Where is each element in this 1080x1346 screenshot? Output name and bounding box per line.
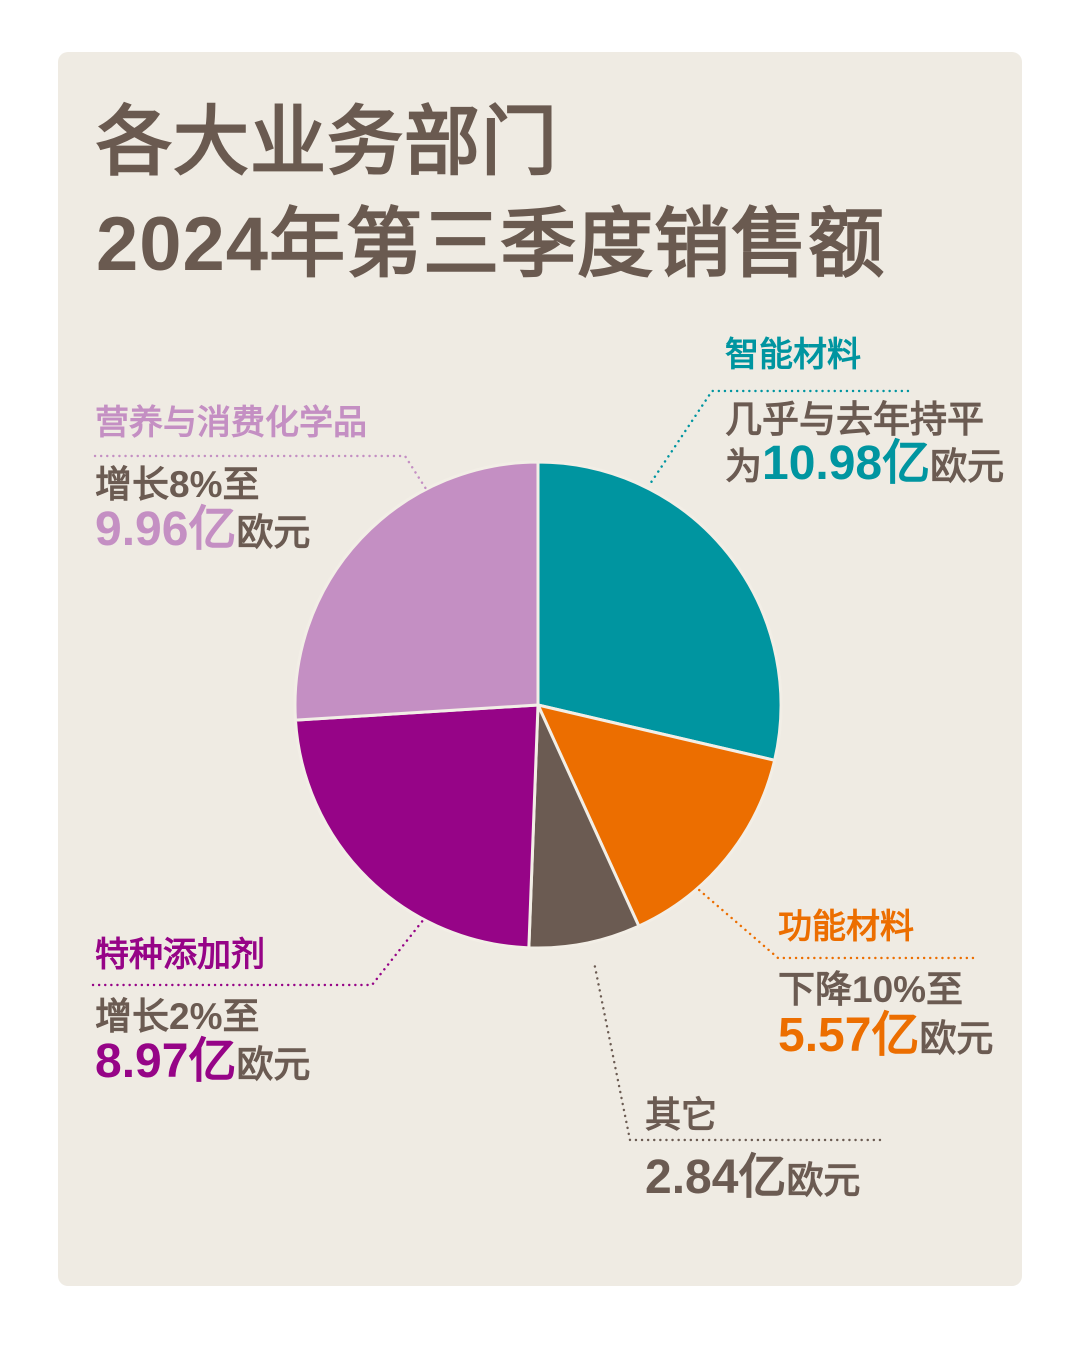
- value-number: 2.84亿: [645, 1151, 787, 1204]
- series-note-specialty-additives: 增长2%至: [95, 996, 260, 1037]
- page-title-line1: 各大业务部门: [96, 100, 558, 185]
- series-value-smart-materials: 为10.98亿欧元: [725, 437, 1005, 491]
- series-note-nutrition-consumer-chemicals: 增长8%至: [95, 464, 260, 505]
- page-title-line2: 2024年第三季度销售额: [96, 202, 886, 287]
- series-note-functional-materials: 下降10%至: [778, 969, 964, 1010]
- value-suffix: 欧元: [930, 446, 1005, 487]
- series-value-nutrition-consumer-chemicals: 9.96亿欧元: [95, 503, 311, 557]
- series-name-nutrition-consumer-chemicals: 营养与消费化学品: [95, 404, 367, 442]
- value-suffix: 欧元: [919, 1018, 994, 1059]
- value-number: 8.97亿: [95, 1035, 237, 1088]
- series-name-smart-materials: 智能材料: [725, 336, 861, 374]
- value-suffix: 欧元: [786, 1160, 861, 1201]
- value-number: 5.57亿: [778, 1009, 920, 1062]
- series-name-functional-materials: 功能材料: [778, 908, 914, 946]
- value-number: 9.96亿: [95, 503, 237, 556]
- series-name-other: 其它: [645, 1094, 718, 1135]
- series-value-other: 2.84亿欧元: [645, 1151, 861, 1205]
- value-prefix: 为: [725, 446, 762, 487]
- value-suffix: 欧元: [236, 512, 311, 553]
- series-name-specialty-additives: 特种添加剂: [95, 936, 265, 974]
- value-suffix: 欧元: [236, 1044, 311, 1085]
- series-value-functional-materials: 5.57亿欧元: [778, 1009, 994, 1063]
- series-note-smart-materials: 几乎与去年持平: [725, 399, 984, 440]
- series-value-specialty-additives: 8.97亿欧元: [95, 1035, 311, 1089]
- value-number: 10.98亿: [762, 437, 931, 490]
- page-title: 各大业务部门 2024年第三季度销售额: [96, 92, 885, 296]
